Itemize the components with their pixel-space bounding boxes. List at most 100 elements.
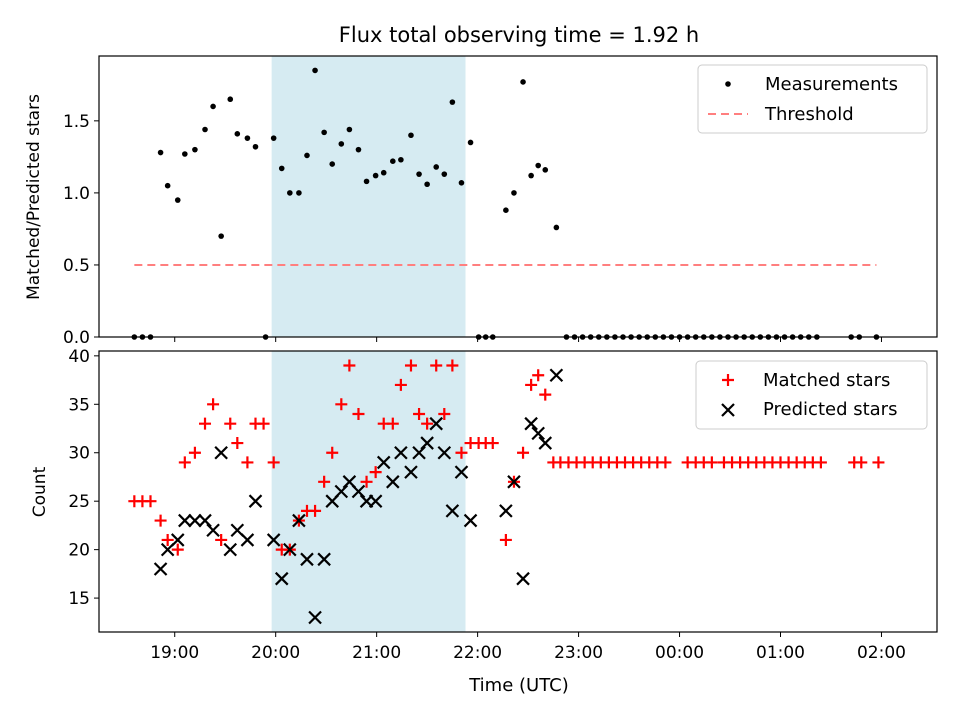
predicted-stars-point [274,571,289,586]
matched-stars-point [659,456,672,469]
measurement-point [244,135,251,141]
x-tick-label: 21:00 [352,643,401,663]
measurement-point [218,233,224,239]
matched-stars-point [872,456,885,469]
predicted-stars-point [420,436,434,450]
measurement-point [458,180,465,186]
predicted-stars-point [292,513,306,528]
matched-stars-point [335,398,348,411]
predicted-stars-point [531,426,545,441]
predicted-stars-point [499,504,513,518]
matched-stars-point [438,407,451,420]
legend-matched-marker [722,374,734,386]
matched-stars-point [525,378,538,391]
measurement-point [164,182,171,189]
measurement-point [363,178,370,185]
legend-measurements-marker [725,81,731,87]
predicted-stars-point [240,533,255,547]
measurement-point [304,152,310,159]
measurement-point [210,103,216,110]
measurement-point [416,171,422,177]
measurement-point [520,79,526,85]
predicted-stars-point [317,552,331,567]
figure-title: Flux total observing time = 1.92 h [339,23,699,47]
measurement-point [346,126,353,133]
top-y-axis-label: Matched/Predicted stars [24,94,44,300]
measurement-point [467,139,474,146]
predicted-stars-point [188,513,202,528]
measurement-point [511,190,517,196]
top-y-tick-label: 0.5 [63,256,90,276]
predicted-stars-point [248,494,263,508]
measurement-point [227,96,234,103]
matched-stars-point [309,504,322,517]
matched-stars-point [360,475,373,488]
matched-stars-point [144,495,157,508]
measurement-point [553,224,560,231]
matched-stars-point [421,417,434,430]
measurement-point [312,67,318,74]
measurement-point [355,146,362,153]
predicted-stars-point [178,513,192,528]
matched-stars-point [430,359,443,372]
bottom-y-tick-label: 30 [68,444,90,464]
predicted-stars-points [153,368,564,625]
predicted-stars-point [463,513,478,528]
bottom-legend: Matched stars Predicted stars [695,360,928,430]
measurement-point [441,171,448,177]
predicted-stars-point [266,533,281,547]
measurement-point [296,190,302,196]
measurement-point [270,135,277,141]
x-tick-label: 02:00 [857,643,906,663]
matched-stars-point [224,417,237,430]
matched-stars-point [369,466,382,479]
measurement-point [380,169,387,176]
legend-matched-label: Matched stars [763,370,890,391]
predicted-stars-point [223,542,238,557]
bottom-x-axis-ticks: 19:00 20:00 21:00 22:00 23:00 00:00 01:00 02:00 [150,632,906,663]
matched-stars-point [486,437,499,450]
predicted-stars-point [376,455,391,470]
matched-stars-point [532,369,545,382]
predicted-stars-point [437,445,452,460]
x-tick-label: 20:00 [251,643,300,663]
measurement-point [398,156,404,163]
matched-stars-point [814,456,827,469]
x-tick-label: 00:00 [655,643,704,663]
predicted-stars-point [351,484,366,499]
predicted-stars-point [507,475,521,489]
predicted-stars-point [516,571,530,586]
matched-stars-point [352,407,365,420]
bottom-highlight-span [271,351,466,632]
predicted-stars-point [206,523,220,538]
bottom-y-axis-label: Count [30,466,50,517]
measurement-point [542,167,549,173]
predicted-stars-point [386,475,400,489]
bottom-y-axis-ticks: 15 20 25 30 35 40 [68,347,99,609]
top-legend: Measurements Threshold [697,64,928,134]
predicted-stars-point [454,465,469,479]
bottom-legend-box [695,360,928,430]
matched-stars-point [241,456,254,469]
predicted-stars-point [300,552,314,567]
predicted-stars-point [412,445,426,460]
matched-stars-point [455,446,468,459]
matched-stars-point [404,359,417,372]
measurement-point [433,164,440,170]
top-axes-frame [98,55,938,338]
legend-measurements-label: Measurements [765,74,898,95]
predicted-stars-point [549,368,564,383]
matched-stars-point [318,475,331,488]
measurement-point [338,141,345,147]
predicted-stars-point [198,513,212,528]
matched-stars-point [446,359,459,372]
top-y-tick-label: 1.0 [63,184,90,204]
matched-stars-point [517,446,530,459]
top-y-axis-ticks: 0.0 0.5 1.0 1.5 [63,112,99,348]
matched-stars-point [154,514,167,527]
matched-stars-point [413,407,426,420]
measurement-point [234,131,241,137]
measurement-point [329,161,336,167]
x-tick-label: 23:00 [554,643,603,663]
